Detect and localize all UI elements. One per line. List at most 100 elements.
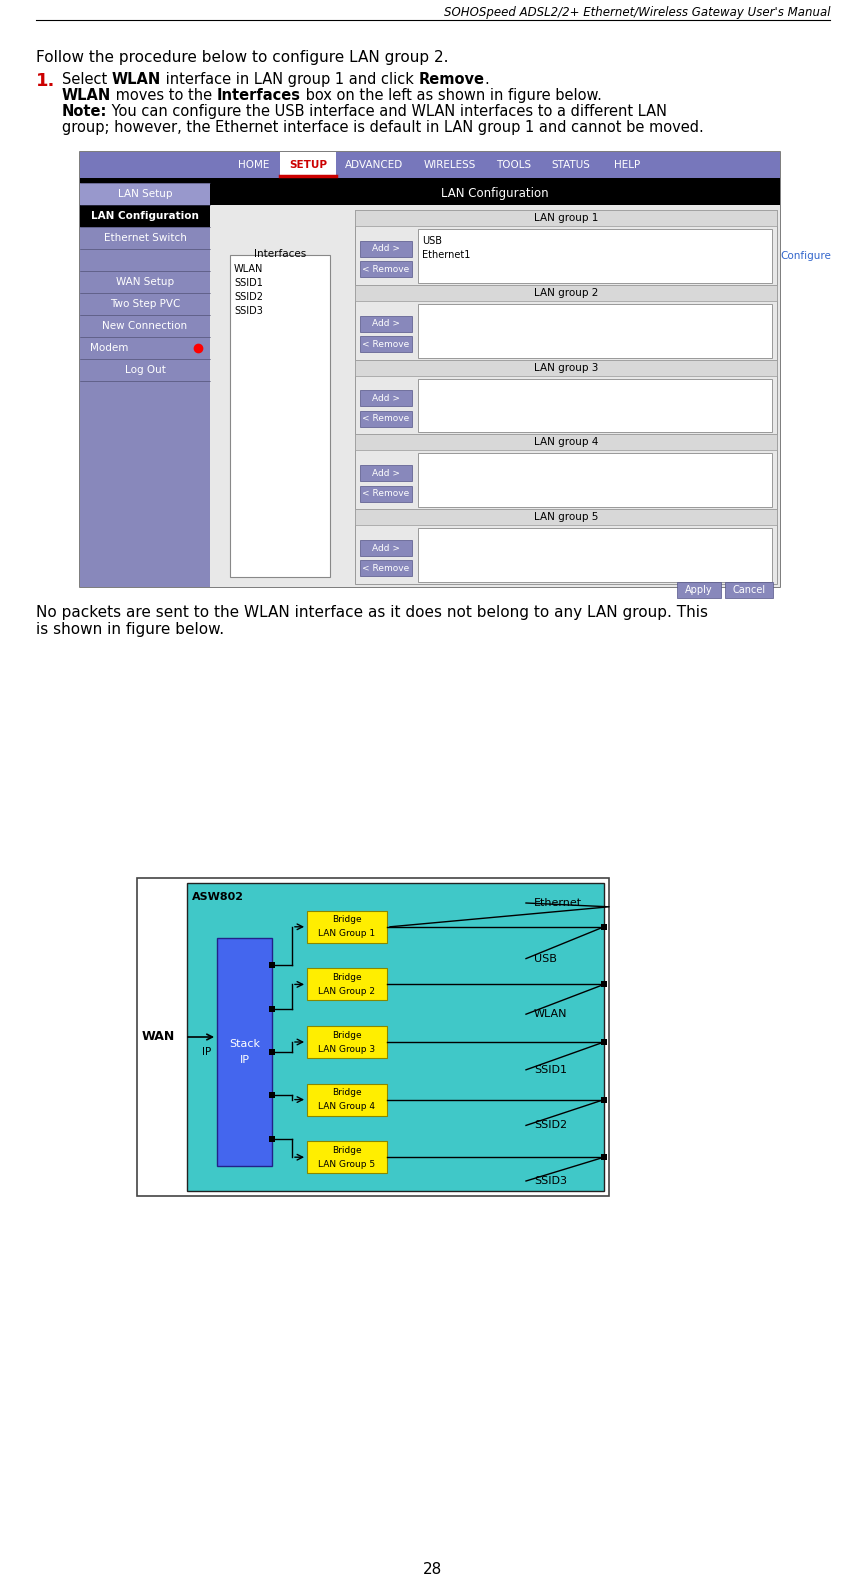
Bar bbox=[360, 336, 412, 352]
Text: SSID3: SSID3 bbox=[534, 1176, 567, 1187]
Bar bbox=[418, 379, 772, 432]
Bar bbox=[355, 510, 777, 585]
Text: 28: 28 bbox=[423, 1563, 443, 1577]
Text: LAN Setup: LAN Setup bbox=[118, 190, 172, 199]
Text: group; however, the Ethernet interface is default in LAN group 1 and cannot be m: group; however, the Ethernet interface i… bbox=[62, 119, 704, 135]
Bar bbox=[307, 1026, 387, 1058]
Text: Add >: Add > bbox=[372, 543, 400, 553]
Bar bbox=[80, 178, 780, 183]
Text: < Remove: < Remove bbox=[362, 489, 410, 499]
Bar bbox=[230, 255, 330, 577]
Text: WLAN: WLAN bbox=[234, 264, 263, 274]
Text: Add >: Add > bbox=[372, 244, 400, 253]
Text: LAN Group 4: LAN Group 4 bbox=[319, 1102, 376, 1110]
Bar bbox=[269, 962, 275, 969]
Bar bbox=[601, 1155, 607, 1160]
Text: LAN group 2: LAN group 2 bbox=[533, 288, 598, 298]
Text: SSID2: SSID2 bbox=[534, 1120, 567, 1131]
Bar bbox=[269, 1005, 275, 1012]
Text: .: . bbox=[485, 72, 489, 88]
Text: New Connection: New Connection bbox=[102, 322, 188, 331]
Text: Ethernet: Ethernet bbox=[534, 898, 582, 908]
Bar bbox=[187, 883, 604, 1192]
Bar bbox=[80, 293, 210, 315]
Text: Cancel: Cancel bbox=[733, 585, 766, 596]
Text: Bridge: Bridge bbox=[333, 1145, 362, 1155]
Bar bbox=[307, 1141, 387, 1172]
Text: WLAN: WLAN bbox=[534, 1010, 567, 1020]
Bar bbox=[355, 285, 777, 360]
Text: SSID1: SSID1 bbox=[234, 279, 263, 288]
Bar bbox=[269, 1093, 275, 1098]
Text: Bridge: Bridge bbox=[333, 1088, 362, 1098]
Text: Bridge: Bridge bbox=[333, 916, 362, 924]
Text: Interfaces: Interfaces bbox=[254, 249, 306, 260]
Text: box on the left as shown in figure below.: box on the left as shown in figure below… bbox=[301, 88, 602, 104]
Text: Add >: Add > bbox=[372, 393, 400, 403]
Bar bbox=[725, 581, 773, 597]
Text: HOME: HOME bbox=[238, 159, 269, 170]
Text: Interfaces: Interfaces bbox=[217, 88, 301, 104]
Bar bbox=[80, 358, 210, 381]
Text: Stack: Stack bbox=[229, 1039, 260, 1050]
Bar bbox=[418, 304, 772, 357]
Bar bbox=[80, 249, 210, 271]
Text: Log Out: Log Out bbox=[125, 365, 165, 374]
Bar bbox=[80, 205, 210, 226]
Text: LAN group 5: LAN group 5 bbox=[533, 513, 598, 523]
Text: TOOLS: TOOLS bbox=[496, 159, 532, 170]
Text: ADVANCED: ADVANCED bbox=[345, 159, 404, 170]
Bar bbox=[217, 938, 272, 1166]
Text: Ethernet Switch: Ethernet Switch bbox=[104, 233, 186, 244]
Bar bbox=[80, 151, 780, 178]
Bar bbox=[269, 1050, 275, 1055]
Bar bbox=[355, 360, 777, 435]
Text: 1.: 1. bbox=[36, 72, 55, 89]
Bar bbox=[280, 151, 336, 178]
Text: LAN Group 3: LAN Group 3 bbox=[319, 1045, 376, 1053]
Bar bbox=[355, 210, 777, 226]
Bar bbox=[360, 411, 412, 427]
Bar bbox=[80, 226, 210, 249]
Text: WIRELESS: WIRELESS bbox=[423, 159, 476, 170]
Bar bbox=[80, 271, 210, 293]
Bar bbox=[80, 183, 210, 586]
Bar bbox=[355, 435, 777, 451]
Text: Add >: Add > bbox=[372, 468, 400, 478]
Bar bbox=[601, 981, 607, 988]
Bar bbox=[360, 261, 412, 277]
Text: LAN Group 5: LAN Group 5 bbox=[319, 1160, 376, 1169]
Bar bbox=[137, 878, 609, 1196]
Bar bbox=[601, 1096, 607, 1102]
Bar bbox=[355, 210, 777, 285]
Text: Follow the procedure below to configure LAN group 2.: Follow the procedure below to configure … bbox=[36, 49, 449, 65]
Text: < Remove: < Remove bbox=[362, 264, 410, 274]
Text: STATUS: STATUS bbox=[552, 159, 591, 170]
Text: < Remove: < Remove bbox=[362, 564, 410, 573]
Text: LAN group 4: LAN group 4 bbox=[533, 438, 598, 448]
Bar bbox=[601, 1039, 607, 1045]
Text: interface in LAN group 1 and click: interface in LAN group 1 and click bbox=[161, 72, 418, 88]
Bar bbox=[210, 205, 780, 586]
Bar bbox=[307, 1083, 387, 1115]
Text: Bridge: Bridge bbox=[333, 1031, 362, 1040]
Text: Two Step PVC: Two Step PVC bbox=[110, 299, 180, 309]
Text: USB: USB bbox=[422, 236, 442, 245]
Text: You can configure the USB interface and WLAN interfaces to a different LAN: You can configure the USB interface and … bbox=[107, 104, 668, 119]
Text: LAN Configuration: LAN Configuration bbox=[441, 188, 549, 201]
Bar bbox=[80, 151, 780, 586]
Bar bbox=[355, 435, 777, 510]
Bar bbox=[80, 183, 210, 205]
Text: SSID2: SSID2 bbox=[234, 292, 263, 303]
Bar bbox=[601, 924, 607, 930]
Text: WLAN: WLAN bbox=[62, 88, 111, 104]
Text: Remove: Remove bbox=[418, 72, 485, 88]
Bar bbox=[360, 390, 412, 406]
Text: Select: Select bbox=[62, 72, 112, 88]
Bar bbox=[360, 486, 412, 502]
Text: ASW802: ASW802 bbox=[192, 892, 244, 902]
Text: LAN Configuration: LAN Configuration bbox=[91, 210, 199, 221]
Text: Add >: Add > bbox=[372, 319, 400, 328]
Bar bbox=[360, 315, 412, 331]
Text: LAN Group 1: LAN Group 1 bbox=[319, 929, 376, 938]
